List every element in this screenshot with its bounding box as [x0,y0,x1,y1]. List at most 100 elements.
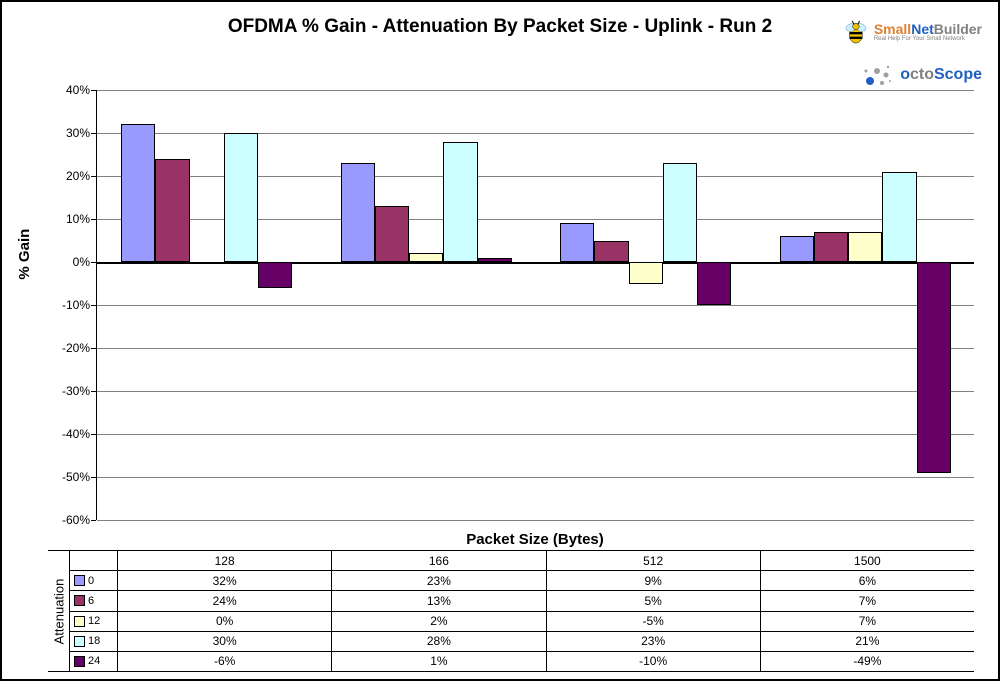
y-tick-label: 30% [46,126,90,140]
column-header: 512 [547,551,760,571]
y-tick-label: 10% [46,212,90,226]
x-axis-title: Packet Size (Bytes) [96,531,974,548]
bar [594,241,628,263]
octo-cto: cto [910,66,934,83]
y-tick-label: -60% [46,513,90,527]
data-column: 12832%24%0%30%-6% [118,551,332,671]
data-cell: -6% [118,652,331,671]
column-header: 128 [118,551,331,571]
bar [780,236,814,262]
legend-header-empty [70,551,117,571]
data-cell: 6% [761,571,974,591]
data-cell: 32% [118,571,331,591]
y-tick-label: 20% [46,169,90,183]
data-column: 15006%7%7%21%-49% [761,551,974,671]
legend-label: 0 [88,575,94,587]
chart-frame: OFDMA % Gain - Attenuation By Packet Siz… [0,0,1000,681]
bar [848,232,882,262]
bar [882,172,916,262]
legend-label: 18 [88,635,100,647]
bar-group [317,90,537,520]
bar [917,262,951,473]
plot-inner [96,90,974,520]
legend-cell: 12 [70,612,117,632]
data-cell: 23% [547,632,760,652]
y-tick-label: 40% [46,83,90,97]
data-cell: 24% [118,591,331,611]
data-cell: 30% [118,632,331,652]
bar [478,258,512,262]
octoscope-logo: octoScope [842,60,982,90]
data-cell: 23% [332,571,545,591]
bar-group [536,90,756,520]
y-tick-label: 0% [46,255,90,269]
data-cell: -10% [547,652,760,671]
legend-swatch [74,575,85,586]
bar [409,253,443,262]
snb-tagline: Real Help For Your Small Network [874,36,982,42]
bar-group [97,90,317,520]
data-cell: 2% [332,612,545,632]
data-column: 5129%5%-5%23%-10% [547,551,761,671]
y-axis: -60%-50%-40%-30%-20%-10%0%10%20%30%40% [46,90,96,520]
gridline [97,520,974,521]
y-tick-label: -30% [46,384,90,398]
data-cell: 7% [761,612,974,632]
snb-text: SmallNetBuilder Real Help For Your Small… [874,22,982,42]
octoscope-dots-icon [860,61,894,89]
y-axis-title: % Gain [16,229,33,280]
bar [121,124,155,262]
y-tick-label: -20% [46,341,90,355]
y-tick-label: -50% [46,470,90,484]
data-cell: 13% [332,591,545,611]
data-cell: 21% [761,632,974,652]
legend-swatch [74,636,85,647]
data-cell: -49% [761,652,974,671]
bar [375,206,409,262]
data-column: 16623%13%2%28%1% [332,551,546,671]
bar [629,262,663,284]
data-table: Attenuation 0 6 12 18 24 12832%24%0%30%-6%16… [48,550,974,672]
attenuation-label: Attenuation [51,578,66,644]
data-cell: 7% [761,591,974,611]
legend-cell: 0 [70,571,117,591]
snb-small: Small [874,21,911,37]
data-cell: -5% [547,612,760,632]
snb-builder: Builder [934,21,982,37]
bar [560,223,594,262]
legend-cell: 24 [70,652,117,671]
snb-wordmark: SmallNetBuilder [874,22,982,36]
column-header: 166 [332,551,545,571]
bar [258,262,292,288]
data-cell: 28% [332,632,545,652]
bar [224,133,258,262]
octo-o1: o [900,66,910,83]
legend-swatch [74,616,85,627]
data-columns: 12832%24%0%30%-6%16623%13%2%28%1%5129%5%… [118,551,974,671]
legend-label: 6 [88,595,94,607]
legend-swatch [74,595,85,606]
legend-cell: 18 [70,632,117,652]
plot-area: Packet Size (Bytes) [96,90,974,520]
octoscope-wordmark: octoScope [900,66,982,84]
legend-swatch [74,656,85,667]
legend-column: 0 6 12 18 24 [70,551,118,671]
bar [697,262,731,305]
bar [663,163,697,262]
smallnetbuilder-logo: SmallNetBuilder Real Help For Your Small… [842,12,982,52]
bar [814,232,848,262]
data-cell: 9% [547,571,760,591]
column-header: 1500 [761,551,974,571]
legend-label: 24 [88,655,100,667]
y-tick-label: -10% [46,298,90,312]
legend-cell: 6 [70,591,117,611]
bar [443,142,477,262]
attenuation-title: Attenuation [48,551,70,671]
snb-net: Net [911,21,934,37]
octo-scope: Scope [934,66,982,83]
data-cell: 5% [547,591,760,611]
legend-label: 12 [88,615,100,627]
bar [155,159,189,262]
bar-group [756,90,976,520]
y-tick-mark [91,520,96,521]
